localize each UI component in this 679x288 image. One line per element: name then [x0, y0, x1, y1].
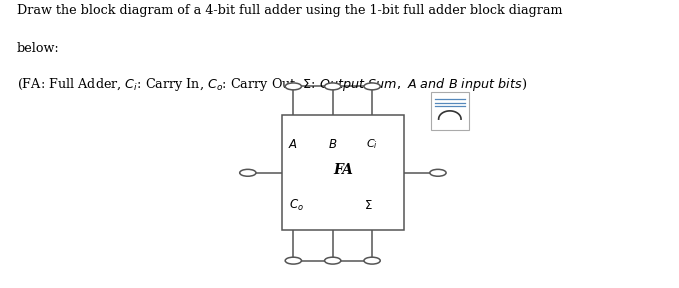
- Text: (FA: Full Adder, $C_i$: Carry In, $C_o$: Carry Out, $\Sigma$: $\mathit{Output\ S: (FA: Full Adder, $C_i$: Carry In, $C_o$:…: [17, 76, 527, 93]
- Text: below:: below:: [17, 42, 60, 55]
- Text: $C_i$: $C_i$: [366, 137, 378, 151]
- Circle shape: [285, 83, 301, 90]
- Text: FA: FA: [333, 163, 353, 177]
- Text: Draw the block diagram of a 4-bit full adder using the 1-bit full adder block di: Draw the block diagram of a 4-bit full a…: [17, 4, 562, 17]
- Bar: [431, 92, 469, 130]
- Bar: [282, 115, 404, 230]
- Circle shape: [325, 83, 341, 90]
- Text: $C_o$: $C_o$: [289, 198, 304, 213]
- Circle shape: [430, 169, 446, 176]
- Circle shape: [364, 257, 380, 264]
- Circle shape: [240, 169, 256, 176]
- Text: $A$: $A$: [289, 137, 298, 151]
- Text: $\Sigma$: $\Sigma$: [365, 199, 373, 213]
- Circle shape: [325, 257, 341, 264]
- Text: $B$: $B$: [328, 137, 337, 151]
- Circle shape: [285, 257, 301, 264]
- Circle shape: [364, 83, 380, 90]
